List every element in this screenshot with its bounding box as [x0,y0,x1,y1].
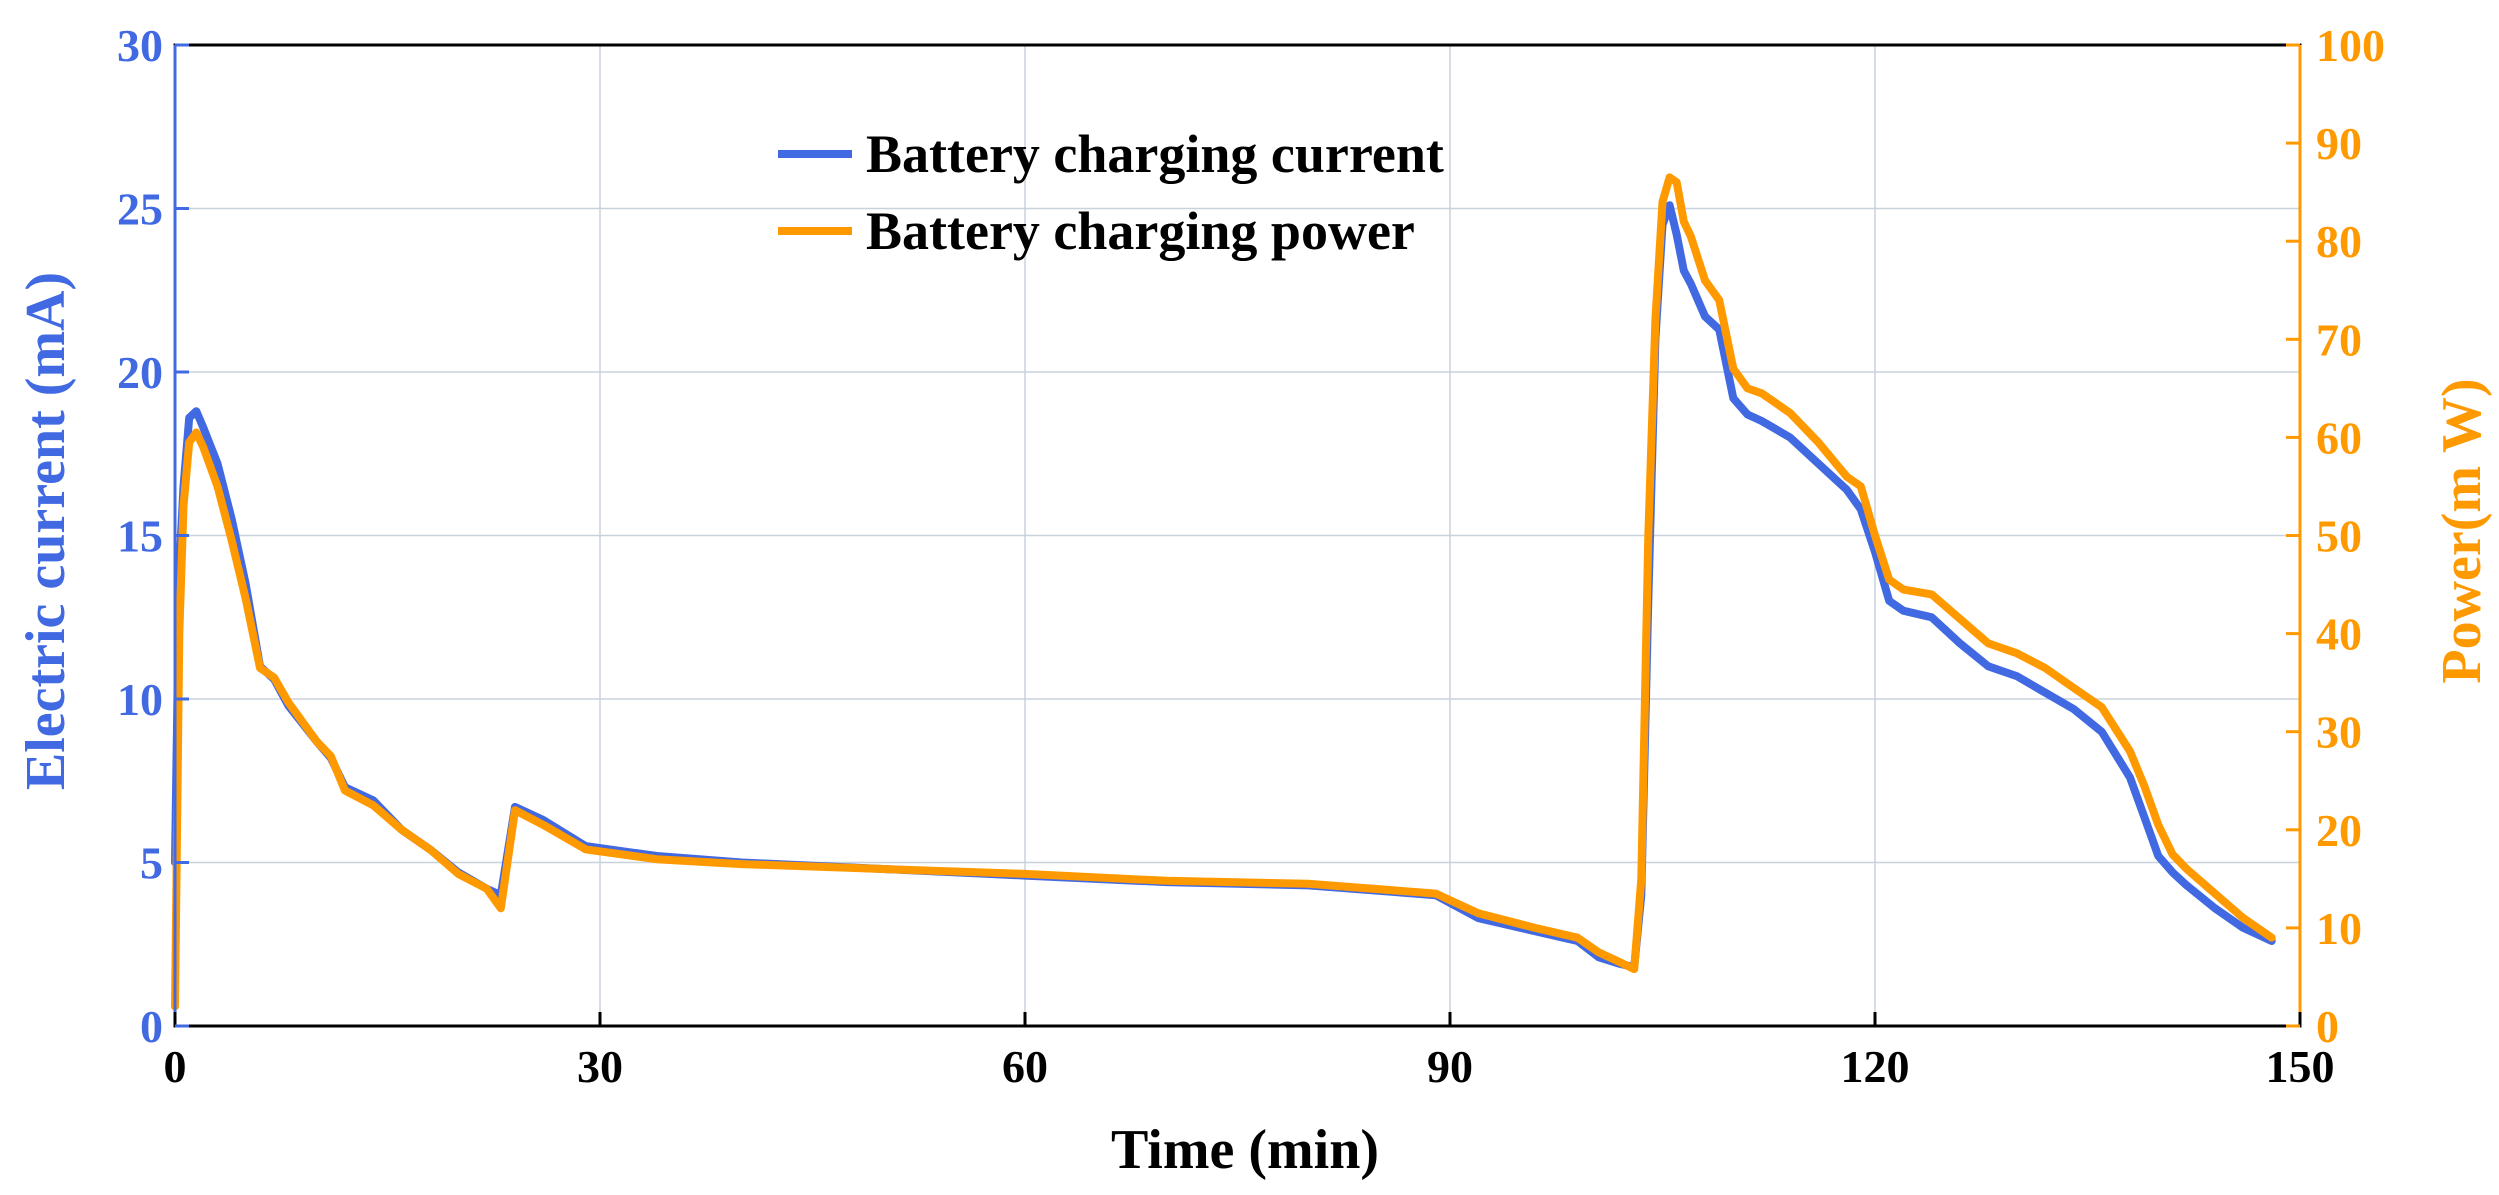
left-y-tick-label-1: 5 [140,838,163,889]
legend-label-power: Battery charging power [866,201,1415,261]
axis-ticks [173,43,2302,1028]
x-tick-label-4: 120 [1841,1041,1910,1092]
right-y-tick-label-10: 100 [2316,20,2385,71]
right-y-tick-label-5: 50 [2316,511,2362,562]
left-y-tick-label-3: 15 [117,511,163,562]
right-y-tick-label-7: 70 [2316,314,2362,365]
legend-label-current: Battery charging current [866,124,1444,184]
x-tick-label-1: 30 [577,1041,623,1092]
plot-series [171,173,2276,1011]
right-y-tick-label-1: 10 [2316,903,2362,954]
right-y-tick-label-4: 40 [2316,609,2362,660]
series-line-current [171,201,2276,972]
tick-labels: 0 30 60 90 120 150051015202530010203040506070… [117,20,2385,1092]
x-tick-label-0: 0 [164,1041,187,1092]
x-tick-label-5: 150 [2266,1041,2335,1092]
x-tick-label-2: 60 [1002,1041,1048,1092]
legend: Battery charging current Battery chargin… [778,124,1444,261]
right-y-tick-label-6: 60 [2316,412,2362,463]
right-y-tick-label-2: 20 [2316,805,2362,856]
left-y-axis-title: Electric current (mA) [15,272,77,790]
left-y-tick-label-4: 20 [117,347,163,398]
right-y-tick-label-9: 90 [2316,118,2362,169]
right-y-axis-title: Power(m W) [2431,378,2493,683]
right-y-tick-label-8: 80 [2316,216,2362,267]
right-y-tick-label-0: 0 [2316,1001,2339,1052]
series-line-power [171,173,2276,1011]
x-axis-title: Time (min) [1111,1119,1379,1181]
grid-lines [175,45,2300,1026]
left-y-tick-label-0: 0 [140,1001,163,1052]
left-y-tick-label-2: 10 [117,674,163,725]
x-tick-label-3: 90 [1427,1041,1473,1092]
left-y-tick-label-5: 25 [117,184,163,235]
left-y-tick-label-6: 30 [117,20,163,71]
right-y-tick-label-3: 30 [2316,707,2362,758]
